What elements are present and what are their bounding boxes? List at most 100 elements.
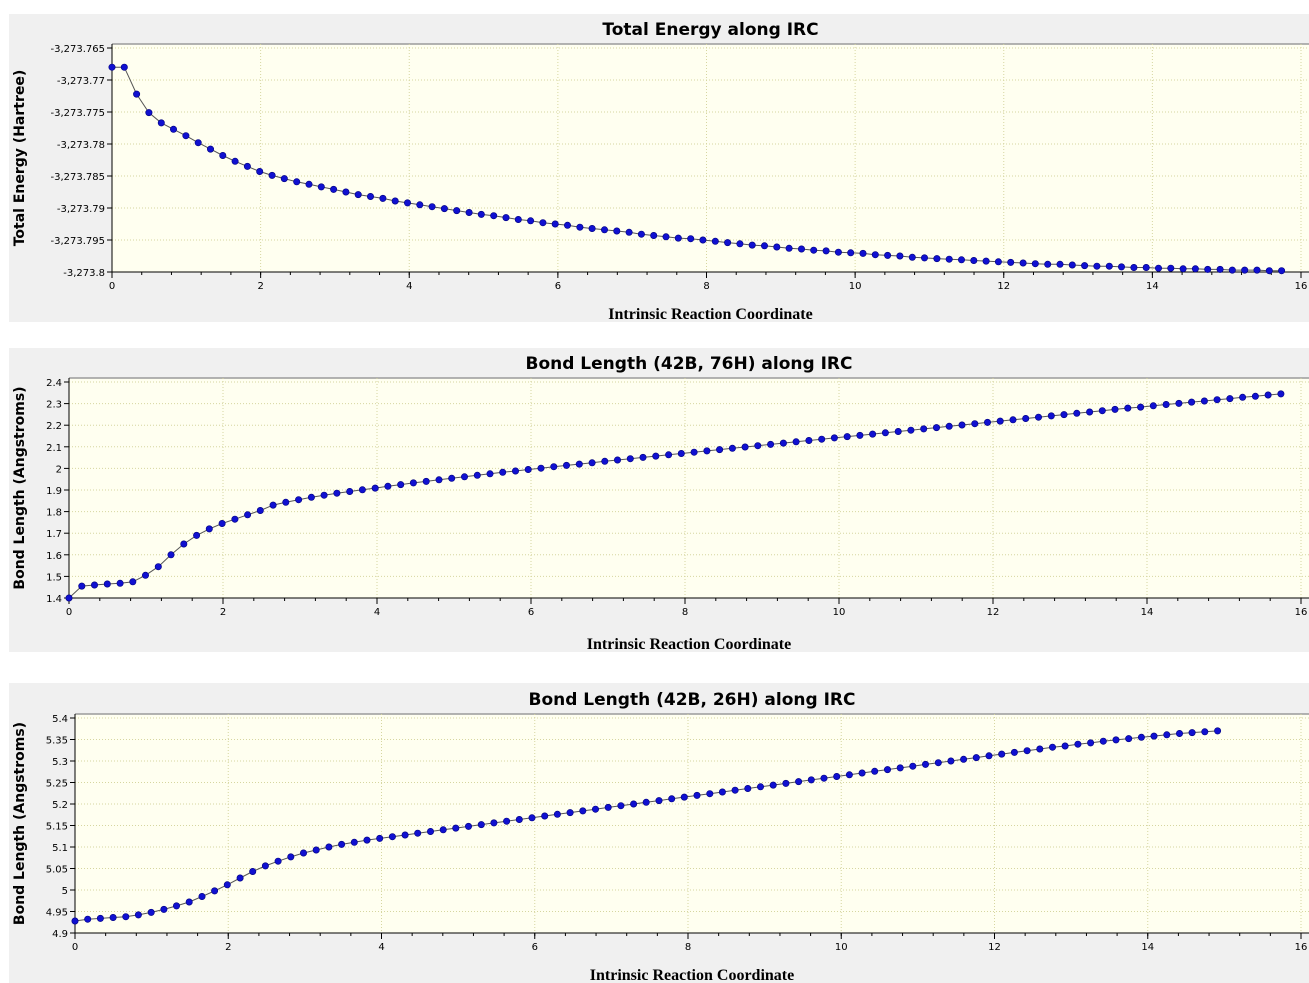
data-point [617,802,625,810]
data-point [1099,737,1107,745]
data-point [180,540,188,548]
data-point [845,771,853,779]
data-point [350,838,358,846]
data-point [588,459,596,467]
data-point [147,908,155,916]
x-tick-label: 0 [109,281,115,292]
data-point [133,90,141,98]
data-point [642,798,650,806]
data-point [856,431,864,439]
data-point [1125,735,1133,743]
data-point [807,776,815,784]
data-point [170,125,178,133]
data-point [744,785,752,793]
data-point [218,520,226,528]
data-point [1264,391,1272,399]
data-point [741,443,749,451]
data-point [1111,405,1119,413]
data-point [366,193,374,201]
data-point [249,868,257,876]
x-tick-label: 6 [528,607,534,618]
data-point [693,791,701,799]
data-point [108,63,116,71]
data-point [541,812,549,820]
data-point [908,253,916,261]
data-point [810,246,818,254]
y-tick-label: 5.2 [52,800,68,811]
data-point [970,257,978,265]
y-tick-label: 5.3 [52,757,68,768]
data-point [1019,259,1027,267]
data-point [1074,740,1082,748]
data-point [1216,265,1224,273]
data-point [909,762,917,770]
data-point [782,779,790,787]
x-tick-label: 4 [406,281,412,292]
data-point [243,162,251,170]
data-point [668,795,676,803]
data-point [711,237,719,245]
data-point [414,829,422,837]
data-point [1167,264,1175,272]
data-point [91,581,99,589]
data-point [958,421,966,429]
data-point [859,249,867,257]
data-point [145,109,153,117]
data-point [869,430,877,438]
data-point [1093,262,1101,270]
data-point [728,444,736,452]
x-tick-label: 16 [1295,281,1308,292]
data-point [1176,729,1184,737]
y-tick-label: 1.5 [46,572,62,583]
data-point [760,242,768,250]
data-point [1265,267,1273,275]
data-point [428,203,436,211]
x-tick-label: 10 [833,607,846,618]
data-point [1200,397,1208,405]
data-point [1060,411,1068,419]
data-point [551,220,559,228]
data-point [268,171,276,179]
data-point [601,457,609,465]
data-point [934,759,942,767]
y-tick-label: -3,273.785 [50,172,105,183]
data-point [1081,262,1089,270]
data-point [103,580,111,588]
data-point [486,470,494,478]
x-tick-label: 8 [682,607,688,618]
data-point [767,440,775,448]
data-point [1068,261,1076,269]
x-tick-label: 0 [72,942,78,953]
data-point [754,442,762,450]
data-point [1162,400,1170,408]
data-point [563,221,571,229]
data-point [626,455,634,463]
data-point [1130,264,1138,272]
data-point [160,905,168,913]
y-tick-label: 1.6 [46,551,62,562]
energy-chart-panel: Total Energy along IRC 0 2 4 6 8 10 12 14 16 -3,27… [9,14,1309,322]
data-point [1087,739,1095,747]
data-point [269,501,277,509]
y-tick-label: 2.4 [46,378,62,389]
data-point [207,145,215,153]
data-point [282,498,290,506]
data-point [142,571,150,579]
data-point [637,230,645,238]
data-point [330,185,338,193]
data-point [1150,732,1158,740]
data-point [677,450,685,458]
data-point [256,168,264,176]
data-point [881,429,889,437]
data-point [921,760,929,768]
data-point [244,511,252,519]
data-point [465,209,473,217]
data-point [588,225,596,233]
data-point [1118,263,1126,271]
x-tick-label: 12 [988,942,1001,953]
data-point [338,840,346,848]
data-point [453,207,461,215]
data-point [193,531,201,539]
data-point [511,467,519,475]
data-point [575,460,583,468]
